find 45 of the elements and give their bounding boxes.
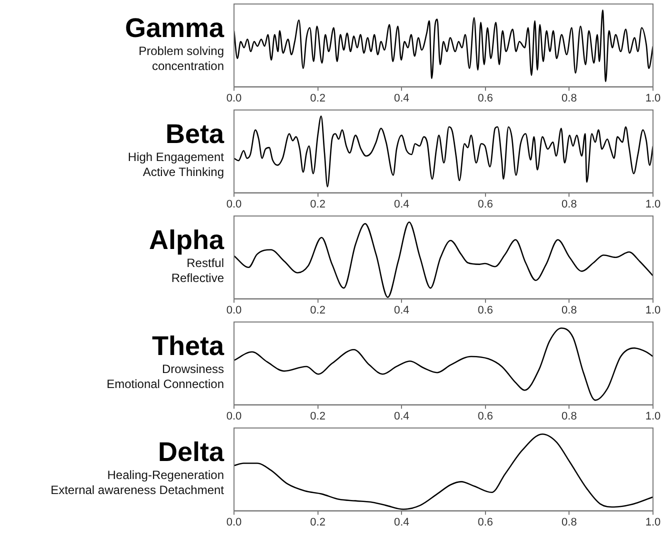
text: Emotional Connection xyxy=(106,377,224,392)
x-tick-label: 0.4 xyxy=(394,198,410,210)
x-tick-label: 1.0 xyxy=(645,198,661,210)
x-tick-label: 1.0 xyxy=(645,304,661,316)
x-tick-label: 0.0 xyxy=(226,410,242,422)
x-tick-label: 1.0 xyxy=(645,516,661,528)
x-tick-label: 0.2 xyxy=(310,516,326,528)
text: concentration xyxy=(150,59,224,74)
x-tick-label: 0.2 xyxy=(310,410,326,422)
text: Healing-Regeneration xyxy=(106,468,224,483)
x-tick-label: 0.4 xyxy=(394,304,410,316)
x-tick-label: 0.0 xyxy=(226,92,242,104)
chart-title: Delta xyxy=(156,437,224,468)
x-tick-label: 0.8 xyxy=(562,410,577,422)
x-tick-label: 0.2 xyxy=(310,198,326,210)
text: Active Thinking xyxy=(142,165,224,180)
x-tick-label: 0.0 xyxy=(226,198,242,210)
text: Reflective xyxy=(170,271,224,286)
text: High Engagement xyxy=(126,150,224,165)
text: Drowsiness xyxy=(160,362,224,377)
text: External awareness Detachment xyxy=(50,483,224,498)
x-tick-label: 0.6 xyxy=(478,304,494,316)
x-tick-label: 0.4 xyxy=(394,410,410,422)
text: Restful xyxy=(186,256,224,271)
x-tick-label: 0.6 xyxy=(478,516,494,528)
x-tick-label: 0.8 xyxy=(562,198,577,210)
x-tick-label: 0.8 xyxy=(562,304,577,316)
text: Problem solving xyxy=(138,44,224,59)
x-tick-label: 0.6 xyxy=(478,92,494,104)
x-tick-label: 1.0 xyxy=(645,92,661,104)
chart-title: Beta xyxy=(164,119,224,150)
chart-title: Theta xyxy=(150,331,224,362)
x-tick-label: 0.8 xyxy=(562,92,577,104)
x-tick-label: 0.6 xyxy=(478,198,494,210)
x-tick-label: 0.2 xyxy=(310,92,326,104)
x-tick-label: 0.8 xyxy=(562,516,577,528)
x-tick-label: 1.0 xyxy=(645,410,661,422)
chart-title: Gamma xyxy=(124,13,224,44)
x-tick-label: 0.0 xyxy=(226,516,242,528)
x-tick-label: 0.6 xyxy=(478,410,494,422)
x-tick-label: 0.4 xyxy=(394,516,410,528)
chart-title: Alpha xyxy=(148,225,224,256)
x-tick-label: 0.0 xyxy=(226,304,242,316)
x-tick-label: 0.2 xyxy=(310,304,326,316)
x-tick-label: 0.4 xyxy=(394,92,410,104)
